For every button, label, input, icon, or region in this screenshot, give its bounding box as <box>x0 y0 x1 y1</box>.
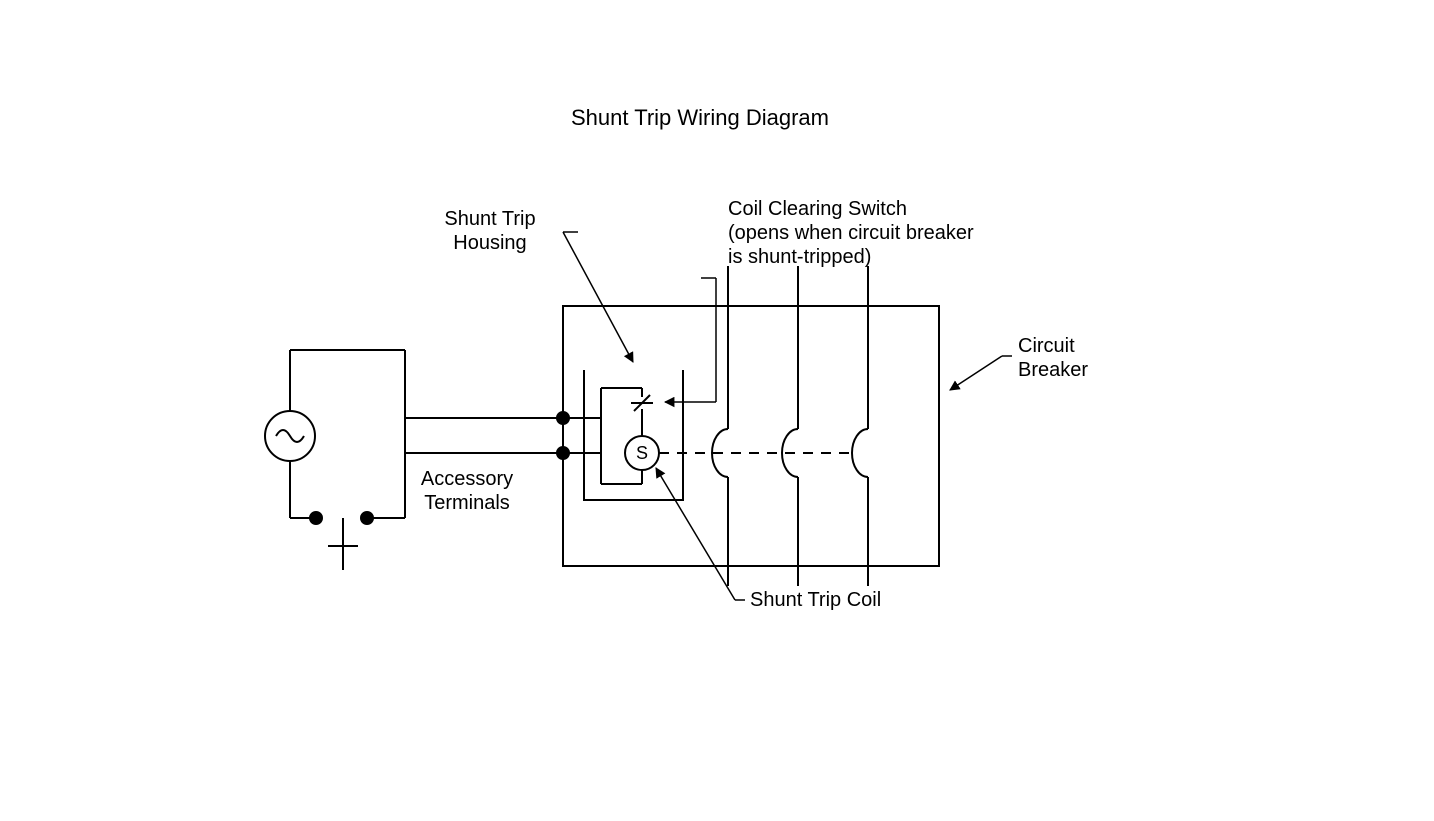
label-accessory-terminals: Accessory <box>421 468 513 490</box>
terminal-dot <box>361 512 373 524</box>
leader-line <box>950 356 1002 390</box>
coil-letter: S <box>636 443 648 463</box>
label-coil-clearing-switch: Coil Clearing Switch <box>728 198 907 220</box>
label-shunt-trip-housing: Shunt Trip <box>444 208 535 230</box>
label-coil-clearing-switch: (opens when circuit breaker <box>728 222 974 244</box>
leader-line <box>656 468 735 600</box>
label-circuit-breaker: Circuit <box>1018 335 1075 357</box>
breaker-contact <box>852 429 868 477</box>
label-coil-clearing-switch: is shunt-tripped) <box>728 246 871 268</box>
circuit-breaker-box <box>563 306 939 566</box>
leader-line <box>563 232 633 362</box>
label-circuit-breaker: Breaker <box>1018 359 1088 381</box>
shunt-trip-housing <box>584 370 683 500</box>
terminal-dot <box>310 512 322 524</box>
sine-icon <box>276 430 304 442</box>
diagram-title: Shunt Trip Wiring Diagram <box>571 105 829 130</box>
label-shunt-trip-coil: Shunt Trip Coil <box>750 589 881 611</box>
label-shunt-trip-housing: Housing <box>453 232 526 254</box>
label-accessory-terminals: Terminals <box>424 492 510 514</box>
